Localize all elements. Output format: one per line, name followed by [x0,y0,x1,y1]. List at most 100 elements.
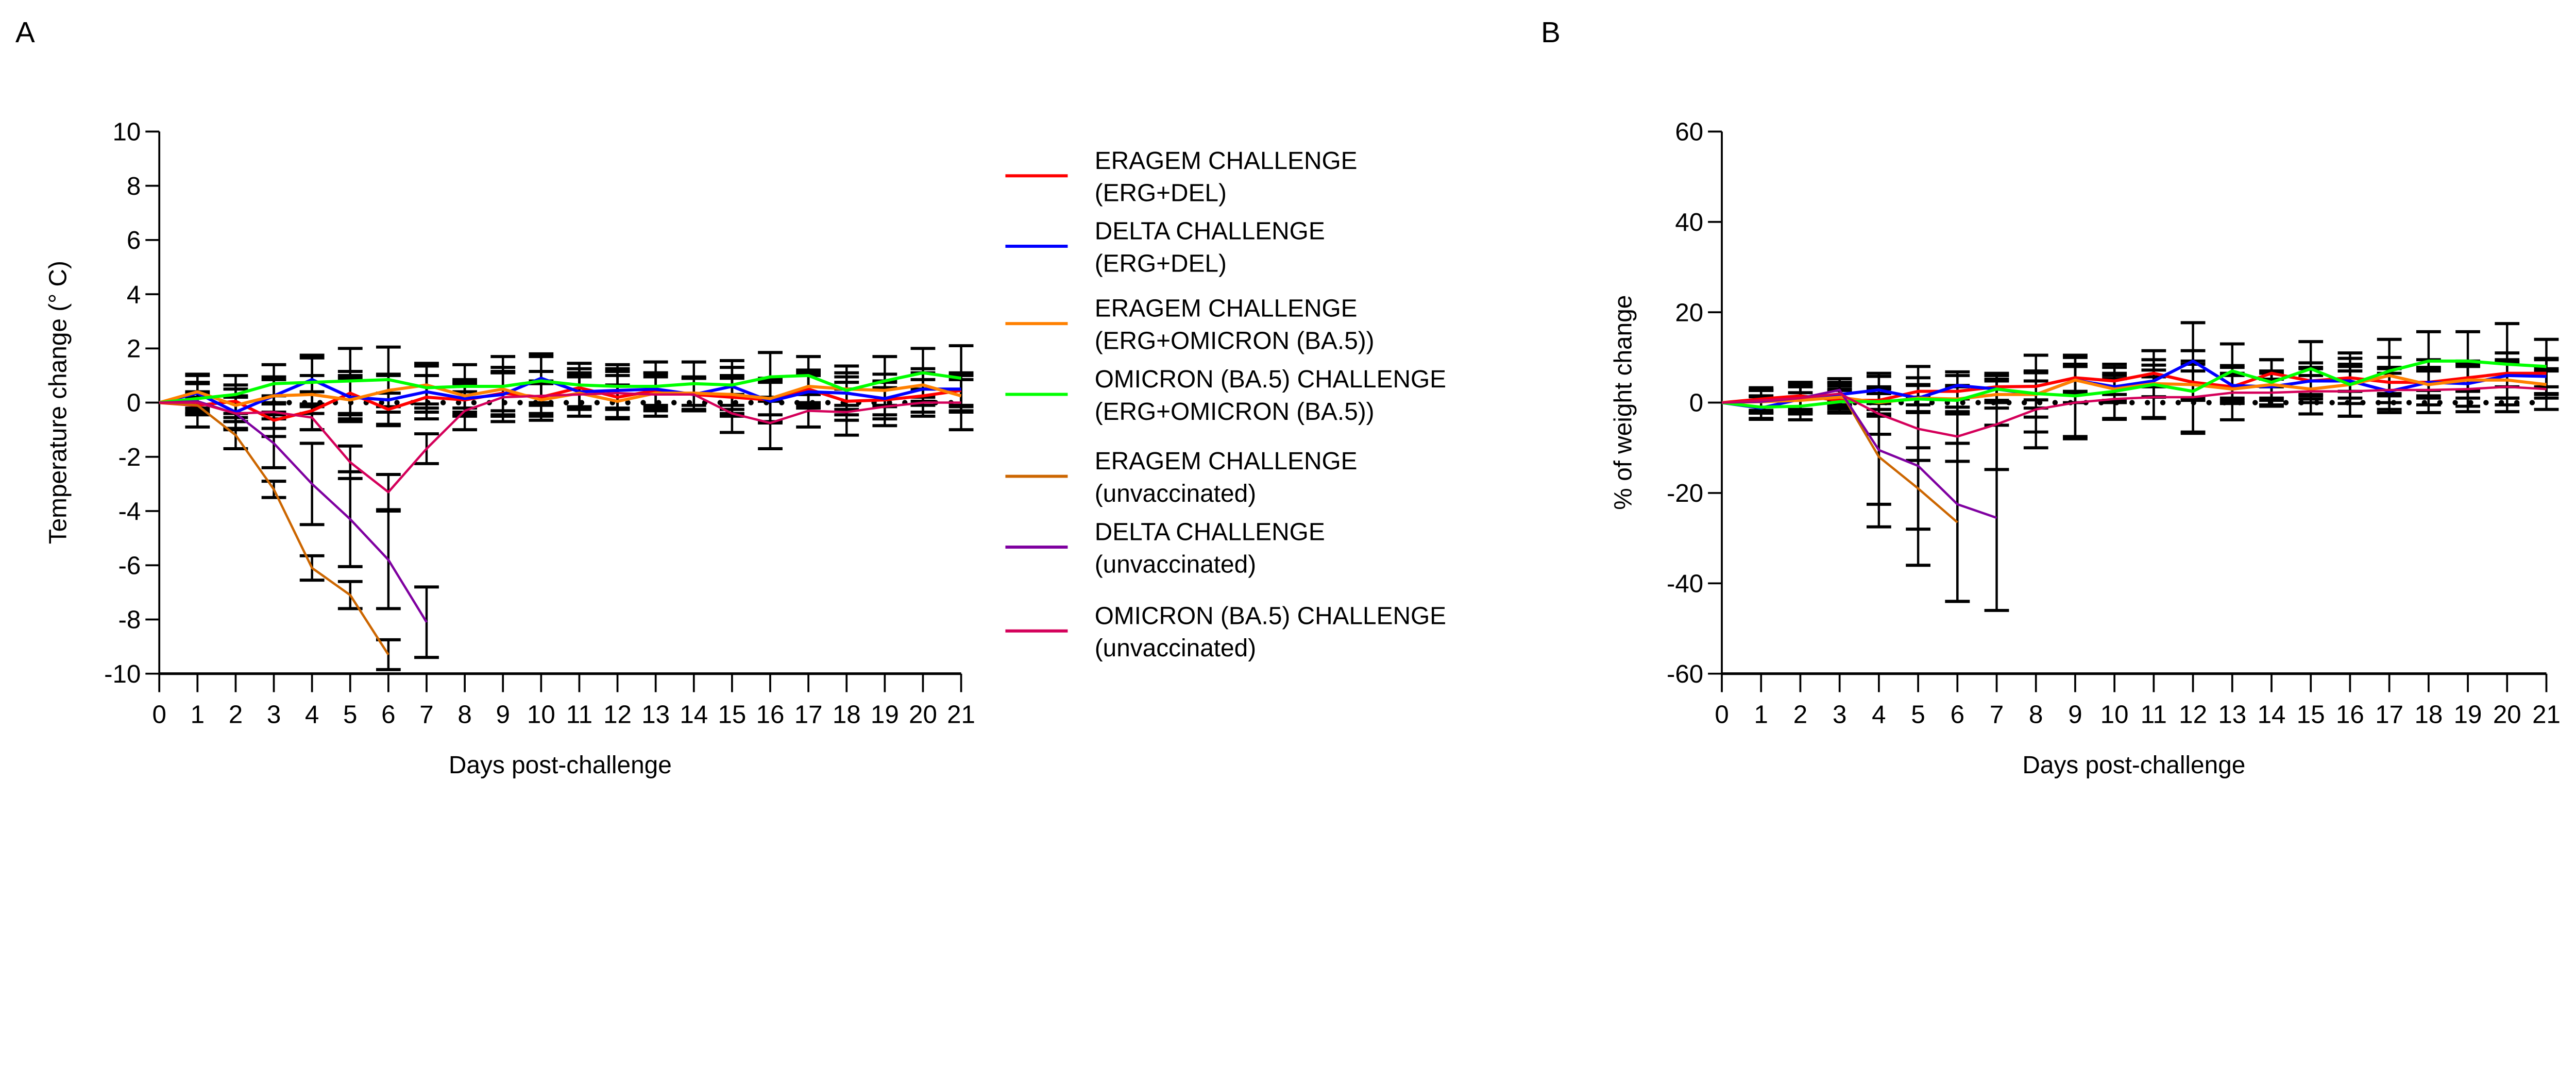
x-tick-label-a: 14 [680,700,708,728]
x-tick-label-a: 0 [152,700,166,728]
legend-label-1: DELTA CHALLENGE (ERG+DEL) [1095,218,1325,278]
y-axis-title-b: % of weight change [1610,295,1637,510]
legend-label-2: ERAGEM CHALLENGE (ERG+OMICRON (BA.5)) [1095,295,1375,355]
series-line-b-3 [1721,359,2547,409]
legend-label-line: DELTA CHALLENGE [1095,218,1325,245]
x-tick-label-b: 18 [2414,700,2443,728]
x-tick-label-b: 21 [2532,700,2561,728]
x-tick-label-b: 8 [2029,700,2043,728]
x-tick-label-a: 6 [381,700,395,728]
legend-label-line: (unvaccinated) [1095,551,1256,578]
x-tick-label-a: 8 [457,700,471,728]
x-tick-label-a: 13 [641,700,670,728]
series-line-a-2 [159,383,962,407]
y-tick-label-a: 6 [127,226,141,254]
y-tick-label-b: 40 [1675,208,1703,236]
x-tick-label-b: 16 [2336,700,2364,728]
legend-label-line: (ERG+OMICRON (BA.5)) [1095,398,1375,426]
x-tick-label-b: 12 [2179,700,2207,728]
legend-label-5: DELTA CHALLENGE (unvaccinated) [1095,519,1325,579]
legend-label-line: ERAGEM CHALLENGE [1095,448,1358,475]
x-tick-label-b: 15 [2297,700,2325,728]
x-tick-label-b: 2 [1793,700,1807,728]
legend-label-line: OMICRON (BA.5) CHALLENGE [1095,602,1446,630]
x-tick-label-a: 21 [947,700,975,728]
x-tick-label-b: 19 [2454,700,2482,728]
y-tick-label-a: -2 [118,443,141,471]
series-line-a-4 [159,401,389,656]
y-tick-label-b: -20 [1667,479,1703,507]
x-axis-title-a: Days post-challenge [449,752,672,779]
y-tick-label-a: -10 [104,660,141,688]
series-line-b-6 [1721,385,2547,438]
y-tick-label-a: 4 [127,280,141,309]
x-tick-label-b: 17 [2375,700,2403,728]
y-tick-label-b: -40 [1667,569,1703,598]
legend-label-3: OMICRON (BA.5) CHALLENGE (ERG+OMICRON (BA… [1095,366,1446,426]
y-tick-label-a: -8 [118,606,141,634]
legend-label-line: (ERG+DEL) [1095,250,1227,277]
x-tick-label-a: 16 [756,700,785,728]
y-tick-label-b: 60 [1675,118,1703,146]
x-tick-label-a: 5 [343,700,357,728]
x-tick-label-b: 9 [2068,700,2082,728]
legend-label-line: DELTA CHALLENGE [1095,519,1325,546]
x-tick-label-b: 14 [2258,700,2286,728]
legend-label-0: ERAGEM CHALLENGE (ERG+DEL) [1095,147,1358,207]
y-tick-label-b: 0 [1689,389,1703,417]
x-axis-title-b: Days post-challenge [2022,752,2245,779]
x-tick-label-a: 17 [794,700,823,728]
x-tick-label-b: 6 [1951,700,1964,728]
x-tick-label-b: 3 [1833,700,1846,728]
x-tick-label-a: 11 [566,700,592,728]
x-tick-label-b: 5 [1911,700,1925,728]
x-tick-label-a: 20 [909,700,937,728]
x-tick-label-a: 1 [191,700,205,728]
legend-label-line: (ERG+DEL) [1095,180,1227,207]
x-tick-label-a: 4 [305,700,319,728]
panel-label-b: B [1541,16,1561,49]
x-tick-label-a: 9 [496,700,510,728]
x-tick-label-a: 12 [603,700,632,728]
legend: ERAGEM CHALLENGE (ERG+DEL)DELTA CHALLENGE… [1005,147,1446,662]
series-line-b-1 [1721,359,2547,410]
y-tick-label-a: 8 [127,172,141,200]
series-line-a-3 [159,371,961,404]
legend-label-6: OMICRON (BA.5) CHALLENGE (unvaccinated) [1095,602,1446,662]
x-tick-label-b: 20 [2493,700,2521,728]
y-tick-label-a: 0 [127,389,141,417]
legend-label-4: ERAGEM CHALLENGE (unvaccinated) [1095,448,1358,507]
panel-label-a: A [15,16,35,49]
y-tick-label-a: -4 [118,497,141,525]
legend-label-line: OMICRON (BA.5) CHALLENGE [1095,366,1446,393]
x-tick-label-b: 13 [2218,700,2246,728]
legend-label-line: (ERG+OMICRON (BA.5)) [1095,327,1375,354]
y-tick-label-a: -6 [118,551,141,580]
x-tick-label-b: 11 [2141,700,2167,728]
x-tick-label-b: 10 [2100,700,2129,728]
legend-label-line: ERAGEM CHALLENGE [1095,147,1358,175]
legend-label-line: (unvaccinated) [1095,635,1256,662]
y-tick-label-a: 2 [127,335,141,363]
series-line-a-6 [159,392,961,494]
x-tick-label-b: 0 [1715,700,1728,728]
x-tick-label-a: 15 [718,700,746,728]
x-tick-label-a: 18 [833,700,861,728]
x-tick-label-a: 19 [871,700,899,728]
x-tick-label-a: 3 [267,700,281,728]
series-line-b-2 [1721,373,2547,404]
y-tick-label-b: 20 [1675,298,1703,327]
x-tick-label-a: 7 [419,700,433,728]
series-line-a-1 [159,377,961,414]
x-tick-label-b: 4 [1872,700,1886,728]
y-tick-label-b: -60 [1667,660,1703,688]
y-tick-label-a: 10 [113,118,141,146]
legend-label-line: ERAGEM CHALLENGE [1095,295,1358,322]
y-axis-title-a: Temperature change (° C) [44,261,72,544]
x-tick-label-b: 1 [1754,700,1768,728]
x-tick-label-a: 10 [527,700,555,728]
legend-label-line: (unvaccinated) [1095,480,1256,507]
